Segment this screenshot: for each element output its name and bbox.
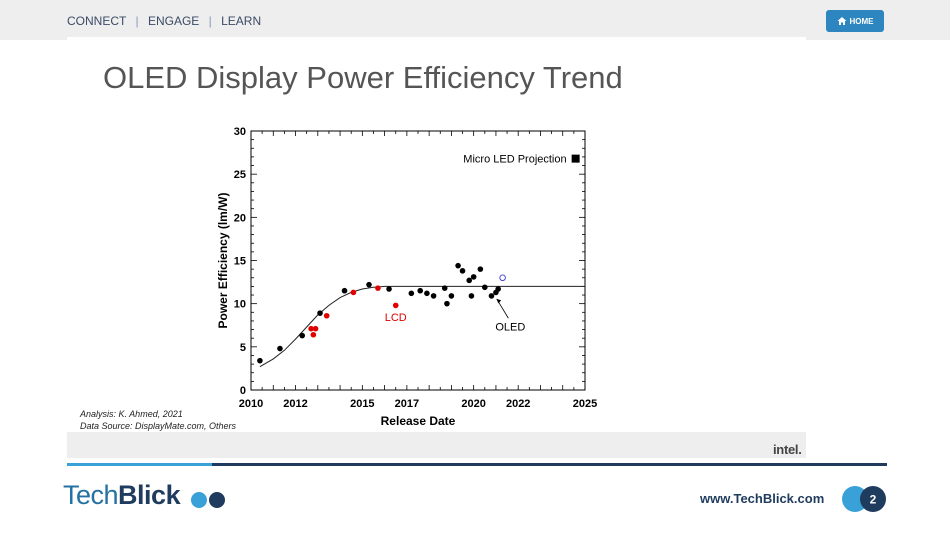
analysis-note: Analysis: K. Ahmed, 2021: [80, 409, 183, 419]
nav-separator: |: [208, 14, 212, 28]
trend-fit-curve: [259, 285, 585, 368]
y-tick-label: 30: [234, 126, 246, 138]
data-point-lcd: [375, 285, 381, 291]
annotation-lcd: LCD: [385, 312, 407, 324]
top-bar: [0, 0, 950, 40]
page-number-badge: 2: [842, 486, 886, 512]
top-nav: CONNECT | ENGAGE | LEARN: [67, 14, 261, 28]
logo-dots-icon: [191, 492, 225, 508]
data-point-oled: [488, 293, 495, 299]
data-point-oled: [477, 266, 484, 272]
data-point-oled: [455, 262, 461, 269]
data-point-lcd: [312, 325, 319, 332]
nav-learn[interactable]: LEARN: [221, 14, 262, 28]
nav-engage[interactable]: ENGAGE: [147, 14, 200, 28]
y-tick-label: 10: [234, 299, 246, 311]
data-point-oled: [299, 332, 306, 339]
data-point-lcd: [323, 312, 330, 319]
footer-divider-accent: [67, 463, 212, 466]
data-point-oled: [317, 310, 323, 316]
data-point-lcd: [308, 325, 314, 332]
y-axis-label: Power Efficiency (lm/W): [216, 192, 230, 328]
slide-panel: [67, 37, 806, 457]
data-point-oled: [448, 293, 455, 299]
annotation-oled-arrowhead: [496, 298, 502, 304]
y-tick-label: 5: [240, 342, 246, 354]
data-point-projection: [499, 274, 506, 282]
x-tick-label: 2010: [239, 398, 263, 410]
legend-marker: [571, 154, 580, 163]
x-tick-label: 2015: [350, 398, 374, 410]
logo-text-blick: Blick: [118, 480, 181, 510]
data-point-oled: [495, 286, 501, 292]
data-point-oled: [257, 357, 263, 364]
data-point-oled: [430, 293, 437, 299]
data-point-oled: [424, 290, 430, 297]
data-point-oled: [482, 284, 488, 291]
x-tick-label: 2022: [506, 398, 530, 410]
nav-separator: |: [135, 14, 139, 28]
y-tick-label: 20: [234, 212, 246, 224]
data-point-oled: [386, 286, 392, 292]
annotation-oled: OLED: [495, 321, 525, 333]
logo-text-tech: Tech: [63, 480, 119, 510]
x-tick-label: 2025: [573, 398, 597, 410]
data-point-oled: [441, 285, 448, 291]
plot-frame: [250, 130, 586, 391]
data-point-oled: [417, 287, 424, 294]
footer-divider: [67, 463, 887, 466]
data-point-oled: [468, 293, 475, 299]
data-point-oled: [341, 287, 348, 294]
y-tick-label: 25: [234, 169, 246, 181]
source-note: Data Source: DisplayMate.com, Others: [80, 421, 237, 431]
home-button[interactable]: HOME: [826, 10, 884, 32]
data-point-oled: [444, 300, 450, 307]
data-point-lcd: [310, 331, 317, 338]
slide-title: OLED Display Power Efficiency Trend: [103, 60, 623, 95]
x-tick-label: 2020: [461, 398, 485, 410]
x-tick-label: 2017: [395, 398, 419, 410]
x-tick-label: 2012: [283, 398, 307, 410]
home-icon: [837, 17, 846, 25]
intel-logo: intel.: [773, 442, 802, 457]
x-axis-label: Release Date: [381, 414, 456, 428]
techblick-logo[interactable]: TechBlick: [63, 480, 181, 511]
data-point-oled: [466, 277, 473, 284]
slide-footer-bar: [67, 432, 806, 458]
data-point-oled: [408, 290, 415, 297]
home-button-label: HOME: [849, 16, 874, 26]
y-tick-label: 0: [240, 385, 246, 397]
page-number: 2: [870, 493, 877, 507]
data-point-oled: [470, 274, 477, 280]
y-tick-label: 15: [234, 256, 246, 268]
data-point-lcd: [392, 302, 399, 309]
website-link[interactable]: www.TechBlick.com: [700, 491, 825, 506]
legend-label: Micro LED Projection: [463, 154, 566, 166]
nav-connect[interactable]: CONNECT: [67, 14, 127, 28]
data-point-oled: [277, 345, 283, 352]
data-point-lcd: [350, 289, 357, 296]
data-point-oled: [366, 281, 372, 288]
data-point-oled: [459, 268, 466, 274]
